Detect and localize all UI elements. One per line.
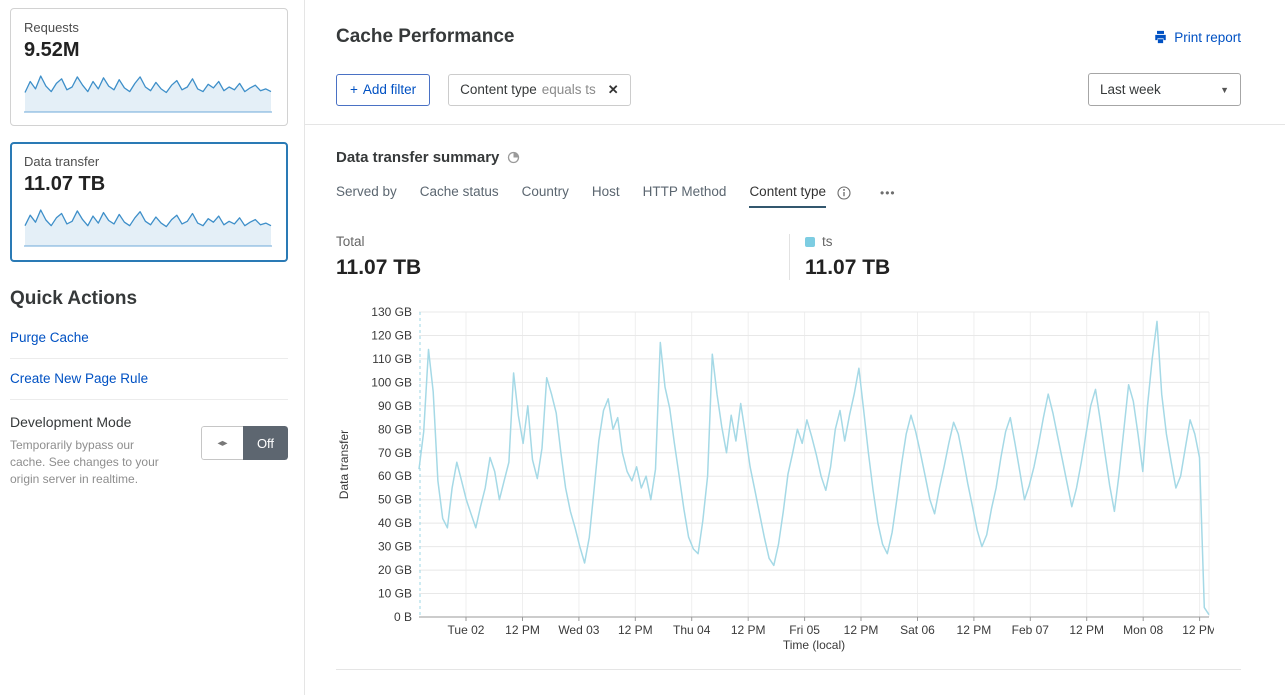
data-transfer-summary-section: Data transfer summary Served by Cache st…	[305, 149, 1285, 670]
more-options-icon[interactable]: •••	[880, 186, 896, 200]
series-legend: ts	[805, 234, 890, 249]
toggle-state-label[interactable]: Off	[243, 426, 288, 460]
data-transfer-card-label: Data transfer	[24, 154, 100, 169]
svg-text:30 GB: 30 GB	[378, 540, 412, 554]
svg-text:12 PM: 12 PM	[957, 623, 992, 637]
svg-text:70 GB: 70 GB	[378, 446, 412, 460]
development-mode-title: Development Mode	[10, 414, 132, 430]
filter-chip-content-type[interactable]: Content type equals ts ✕	[448, 73, 631, 106]
tab-host[interactable]: Host	[591, 184, 620, 199]
svg-text:Data transfer: Data transfer	[337, 430, 351, 499]
data-transfer-card[interactable]: Data transfer 11.07 TB	[10, 142, 288, 262]
svg-text:40 GB: 40 GB	[378, 516, 412, 530]
development-mode-description: Temporarily bypass our cache. See change…	[10, 438, 159, 486]
add-filter-label: Add filter	[362, 82, 417, 97]
svg-text:20 GB: 20 GB	[378, 563, 412, 577]
filter-chip-field: Content type	[460, 82, 537, 97]
data-freshness-icon[interactable]	[507, 151, 520, 164]
svg-text:120 GB: 120 GB	[371, 328, 412, 342]
svg-text:Tue 02: Tue 02	[448, 623, 485, 637]
svg-text:110 GB: 110 GB	[372, 352, 412, 366]
chart-container: Tue 02 12 PM Wed 03 12 PM Thu 04 12 PM Fri 05 1…	[336, 302, 1241, 661]
svg-text:12 PM: 12 PM	[844, 623, 879, 637]
main-header: Cache Performance Print report	[305, 0, 1285, 48]
totals-row: Total 11.07 TB ts 11.07 TB	[336, 234, 1241, 280]
dimension-tabs: Served by Cache status Country Host HTTP…	[336, 184, 1241, 208]
purge-cache-link[interactable]: Purge Cache	[10, 318, 288, 359]
printer-icon	[1155, 30, 1166, 44]
svg-text:Sat 06: Sat 06	[900, 623, 935, 637]
data-transfer-sparkline	[24, 209, 272, 247]
svg-text:12 PM: 12 PM	[505, 623, 540, 637]
page-title: Cache Performance	[336, 26, 515, 47]
svg-text:12 PM: 12 PM	[731, 623, 766, 637]
summary-heading-row: Data transfer summary	[336, 149, 1241, 166]
svg-text:12 PM: 12 PM	[1182, 623, 1214, 637]
series-column: ts 11.07 TB	[790, 234, 890, 280]
data-transfer-card-value: 11.07 TB	[24, 173, 106, 195]
print-report-label: Print report	[1174, 29, 1241, 45]
svg-text:Wed 03: Wed 03	[558, 623, 599, 637]
svg-text:0 B: 0 B	[394, 610, 412, 624]
main-content: Cache Performance Print report + Add fil…	[305, 0, 1285, 695]
header-divider	[305, 124, 1285, 125]
remove-filter-icon[interactable]: ✕	[607, 81, 619, 97]
quick-actions-title: Quick Actions	[10, 288, 138, 309]
svg-text:50 GB: 50 GB	[378, 493, 412, 507]
plus-icon: +	[350, 82, 358, 97]
data-transfer-chart: Tue 02 12 PM Wed 03 12 PM Thu 04 12 PM Fri 05 1…	[337, 305, 1217, 652]
series-legend-dot	[805, 236, 815, 247]
svg-text:Thu 04: Thu 04	[673, 623, 711, 637]
series-legend-label: ts	[822, 234, 833, 249]
svg-text:Mon 08: Mon 08	[1123, 623, 1163, 637]
tab-content-type[interactable]: Content type	[749, 184, 826, 208]
filter-chip-condition: equals ts	[541, 82, 596, 97]
tab-cache-status[interactable]: Cache status	[419, 184, 499, 199]
tab-served-by[interactable]: Served by	[336, 184, 397, 199]
requests-card-value: 9.52M	[24, 39, 80, 61]
add-filter-button[interactable]: + Add filter	[336, 73, 431, 106]
time-range-select[interactable]: Last week ▼	[1088, 73, 1241, 106]
total-column: Total 11.07 TB	[336, 234, 789, 280]
total-label: Total	[336, 234, 365, 249]
section-bottom-divider	[336, 669, 1241, 670]
totals-divider	[789, 234, 790, 280]
total-value: 11.07 TB	[336, 256, 422, 279]
requests-card-label: Requests	[24, 20, 79, 35]
requests-sparkline	[24, 75, 272, 113]
svg-text:Time (local): Time (local)	[783, 638, 845, 652]
time-range-value: Last week	[1100, 82, 1161, 97]
requests-card[interactable]: Requests 9.52M	[10, 8, 288, 126]
svg-text:130 GB: 130 GB	[371, 305, 412, 319]
toggle-arrows-icon[interactable]: ◂▸	[201, 426, 243, 460]
svg-text:Fri 05: Fri 05	[789, 623, 820, 637]
svg-text:12 PM: 12 PM	[1069, 623, 1104, 637]
tab-country[interactable]: Country	[521, 184, 569, 199]
svg-text:60 GB: 60 GB	[378, 469, 412, 483]
filter-row: + Add filter Content type equals ts ✕ La…	[305, 73, 1285, 106]
tab-http-method[interactable]: HTTP Method	[642, 184, 727, 199]
svg-text:90 GB: 90 GB	[378, 399, 412, 413]
development-mode-section: Development Mode Temporarily bypass our …	[10, 400, 288, 488]
summary-title: Data transfer summary	[336, 149, 500, 166]
chevron-down-icon: ▼	[1220, 84, 1229, 95]
sidebar: Requests 9.52M Data transfer 11.07 TB Qu…	[0, 0, 305, 695]
development-mode-info: Development Mode Temporarily bypass our …	[10, 414, 170, 488]
svg-text:10 GB: 10 GB	[378, 587, 412, 601]
info-icon[interactable]	[837, 186, 851, 206]
create-page-rule-link[interactable]: Create New Page Rule	[10, 359, 288, 400]
svg-text:Feb 07: Feb 07	[1012, 623, 1050, 637]
print-report-button[interactable]: Print report	[1153, 30, 1241, 45]
svg-text:12 PM: 12 PM	[618, 623, 653, 637]
svg-text:100 GB: 100 GB	[371, 375, 412, 389]
svg-text:80 GB: 80 GB	[378, 422, 412, 436]
development-mode-toggle[interactable]: ◂▸ Off	[201, 426, 288, 460]
series-value: 11.07 TB	[805, 256, 891, 279]
